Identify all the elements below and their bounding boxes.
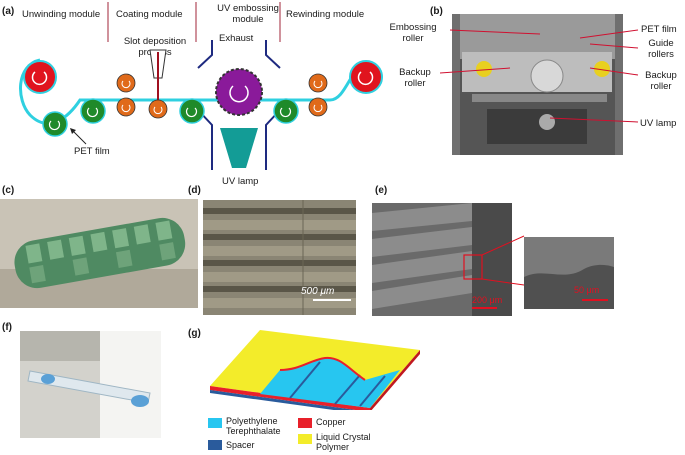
guide-roller-green: [80, 98, 106, 124]
panel-e-letter: (e): [375, 185, 388, 196]
exhaust-duct-left: [197, 40, 213, 69]
legend-label-lcp: Liquid Crystal Polymer: [316, 432, 371, 452]
flexible-sheet-illustration: [20, 331, 161, 438]
guide-roller-orange: [308, 73, 328, 93]
panel-g-letter: (g): [188, 328, 201, 339]
guide-roller-green: [273, 98, 299, 124]
guide-roller-green: [42, 111, 68, 137]
module-label-coating: Coating module: [116, 9, 183, 20]
machine-photo: [452, 14, 623, 155]
zoom-connector: [481, 235, 525, 286]
sem-main-illustration: [372, 203, 512, 316]
micrograph-d-illustration: [203, 200, 356, 315]
legend-label-copper: Copper: [316, 417, 346, 427]
embossing-roller: [215, 68, 263, 116]
roll-to-roll-schematic: [19, 2, 383, 170]
legend-swatch-lcp: [298, 434, 312, 444]
embossing-roller-label: Embossing roller: [389, 22, 437, 44]
coating-roller-orange: [148, 99, 168, 119]
legend-swatch-pet: [208, 418, 222, 428]
guide-roller-orange: [308, 97, 328, 117]
flexible-sheet-photo: [20, 331, 161, 438]
panel-a-letter: (a): [2, 6, 15, 17]
pet-layer: [260, 357, 400, 408]
pet-film-label-b: PET film: [641, 24, 677, 35]
scale-bar-label-e-inset: 50 μm: [574, 285, 600, 295]
rewind-roller: [349, 60, 383, 94]
guide-rollers-label: Guide rollers: [648, 38, 674, 60]
legend-swatch-spacer: [208, 440, 222, 450]
panel-c-letter: (c): [2, 185, 15, 196]
pet-film-label: PET film: [74, 146, 110, 157]
exhaust-label: Exhaust: [219, 33, 254, 44]
scale-bar-label-d: 500 μm: [301, 286, 335, 297]
micrograph-d: 500 μm: [203, 200, 356, 315]
laminate-illustration: [210, 330, 420, 410]
scale-bar-label-e-main: 200 μm: [472, 295, 503, 305]
uv-lamp-label: UV lamp: [222, 176, 259, 187]
coating-roller-orange: [116, 73, 136, 93]
module-label-uv-embossing: UV embossing module: [217, 3, 279, 25]
arrowhead-icon: [70, 128, 76, 134]
legend-label-spacer: Spacer: [226, 440, 255, 450]
guide-roller-green: [179, 98, 205, 124]
backup-roller-label-left: Backup roller: [399, 67, 431, 89]
pet-film-pointer: [71, 129, 87, 145]
sem-image-main: 200 μm: [372, 203, 512, 316]
panel-d-letter: (d): [188, 185, 201, 196]
coating-roller-orange: [116, 97, 136, 117]
uv-lamp-cone: [220, 128, 258, 168]
backup-roller-label-right: Backup roller: [645, 70, 677, 92]
coated-roll-photo: [0, 199, 198, 308]
sem-inset-illustration: [524, 237, 614, 309]
panel-b-letter: (b): [430, 6, 443, 17]
panel-f-letter: (f): [2, 322, 12, 333]
panel-b-pointers: [440, 29, 639, 123]
machine-photo-illustration: [452, 14, 623, 155]
coated-roll-illustration: [0, 199, 198, 308]
unwind-roller: [23, 60, 57, 94]
module-label-rewinding: Rewinding module: [286, 9, 365, 20]
sem-image-inset: 50 μm: [524, 237, 614, 309]
exhaust-duct-right: [265, 40, 281, 69]
uv-lamp-label-b: UV lamp: [640, 118, 677, 129]
legend-swatch-copper: [298, 418, 312, 428]
legend-label-pet: Polyethylene Terephthalate: [226, 416, 281, 436]
module-label-unwinding: Unwinding module: [22, 9, 101, 20]
